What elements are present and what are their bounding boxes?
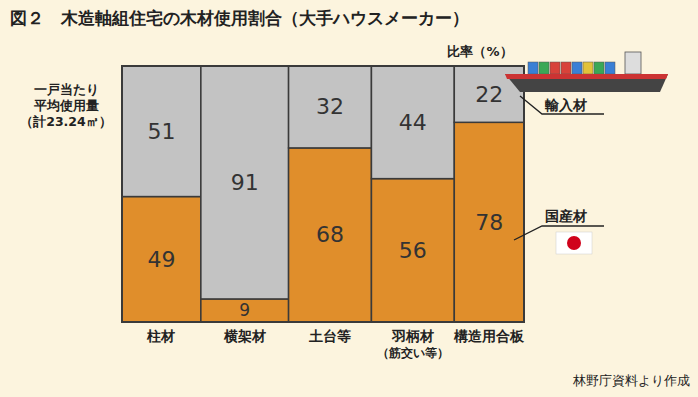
container [528, 62, 538, 74]
annotation: 一戸当たり [34, 82, 99, 97]
bar-segment [371, 179, 454, 322]
bar-segment [289, 148, 372, 322]
data-label: 32 [316, 94, 344, 119]
data-label: 56 [399, 238, 427, 263]
bar-segment [201, 66, 289, 299]
legend: 輸入材国産材 [514, 96, 604, 254]
data-label: 49 [147, 247, 175, 272]
data-label: 44 [399, 110, 427, 135]
bridge [625, 52, 641, 74]
category-label: 柱材 [146, 328, 175, 344]
category-label-line: 構造用合板 [453, 328, 525, 344]
category-label-line: 羽柄材 [391, 328, 434, 344]
data-label: 91 [231, 170, 259, 195]
category-label-line: （筋交い等） [377, 346, 449, 360]
category-label: 土台等 [308, 328, 351, 344]
legend-leader [520, 96, 604, 114]
bar-segment [201, 299, 289, 322]
bars [122, 66, 524, 322]
container [583, 62, 593, 74]
category-label-line: 横架材 [223, 328, 266, 344]
source: 林野庁資料より作成 [572, 373, 690, 388]
bar-segment [122, 66, 201, 197]
category-label-line: 土台等 [308, 328, 351, 344]
data-label: 9 [239, 300, 250, 320]
legend-label: 国産材 [545, 208, 587, 224]
bar-segment [122, 197, 201, 322]
data-label: 22 [475, 82, 503, 107]
hull-stripe [505, 74, 668, 79]
container [605, 62, 615, 74]
labels: 柱材 横架材 土台等 羽柄材 （筋交い等） 構造用合板 49 51 9 91 68 32 56 44 78 2… [146, 82, 525, 360]
title: 図２ 木造軸組住宅の木材使用割合（大手ハウスメーカー） [10, 8, 469, 28]
container [539, 62, 549, 74]
ship-icon [505, 52, 668, 92]
background [0, 0, 698, 397]
annotation: （計23.24㎥） [20, 114, 112, 129]
category-label-line: 柱材 [146, 328, 175, 344]
flag [556, 232, 592, 254]
bar-segment [454, 122, 524, 322]
container [561, 62, 571, 74]
data-label: 68 [316, 222, 344, 247]
chart: 図２ 木造軸組住宅の木材使用割合（大手ハウスメーカー） 比率（%） 一戸当たり平均使… [0, 0, 698, 397]
container [572, 62, 582, 74]
plot-frame [122, 66, 524, 322]
legend-label: 輸入材 [544, 97, 587, 113]
bar-segment [289, 66, 372, 148]
container [594, 62, 604, 74]
annotation: 平均使用量 [33, 98, 99, 113]
axis-label: 比率（%） [447, 44, 512, 59]
bar-segment [371, 66, 454, 179]
category-label: 羽柄材 （筋交い等） [377, 328, 449, 360]
data-label: 51 [147, 119, 175, 144]
data-label: 78 [475, 210, 503, 235]
category-label: 横架材 [223, 328, 266, 344]
flag-circle [567, 236, 581, 250]
container [550, 62, 560, 74]
category-label: 構造用合板 [453, 328, 525, 344]
hull [505, 74, 668, 92]
